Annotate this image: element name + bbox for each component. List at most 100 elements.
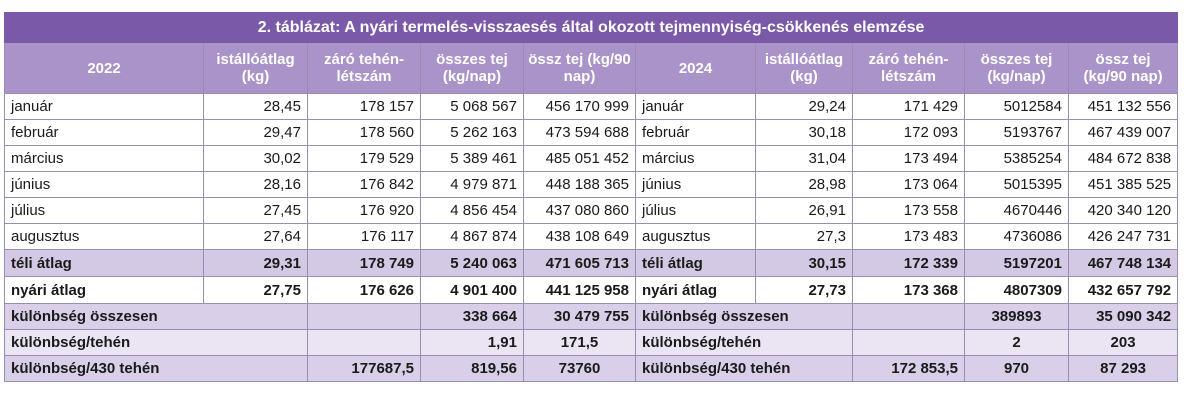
cell: 172 339 [852, 249, 965, 277]
row-label: különbség összesen [4, 303, 308, 330]
cell: 30,18 [755, 119, 853, 146]
cell: 176 117 [307, 223, 421, 250]
header-total-milk-day: összes tej (kg/nap) [964, 42, 1069, 94]
cell: 4 867 874 [420, 223, 524, 250]
cell: 203 [1067, 329, 1179, 356]
difference-per-cow-row: különbség/tehén 1,91 171,5 különbség/teh… [4, 329, 1179, 356]
cell: 4736086 [964, 223, 1069, 250]
table-row: március 30,02 179 529 5 389 461 485 051 … [4, 145, 1179, 172]
empty-cell [852, 303, 965, 330]
cell: 31,04 [755, 145, 853, 172]
cell: 28,98 [755, 171, 853, 198]
month-cell: június [4, 171, 204, 198]
cell: 27,3 [755, 223, 853, 250]
table-row: július 27,45 176 920 4 856 454 437 080 8… [4, 197, 1179, 224]
cell: 432 657 792 [1067, 276, 1179, 304]
header-total-milk-90: össz tej (kg/90 nap) [1067, 42, 1179, 94]
month-cell: július [4, 197, 204, 224]
row-label: nyári átlag [635, 276, 756, 304]
cell: 338 664 [420, 303, 524, 330]
cell: 437 080 860 [523, 197, 636, 224]
cell: 5 262 163 [420, 119, 524, 146]
row-label: különbség/tehén [4, 329, 308, 356]
cell: 467 748 134 [1067, 249, 1179, 277]
header-total-milk-90: össz tej (kg/90 nap) [523, 42, 636, 94]
cell: 30 479 755 [523, 303, 636, 330]
row-label: téli átlag [635, 249, 756, 277]
cell: 420 340 120 [1067, 197, 1179, 224]
month-cell: július [635, 197, 756, 224]
month-cell: augusztus [635, 223, 756, 250]
cell: 179 529 [307, 145, 421, 172]
cell: 172 853,5 [852, 355, 965, 382]
cell: 5015395 [964, 171, 1069, 198]
cell: 5 240 063 [420, 249, 524, 277]
cell: 426 247 731 [1067, 223, 1179, 250]
cell: 171 429 [852, 93, 965, 120]
table-row: június 28,16 176 842 4 979 871 448 188 3… [4, 171, 1179, 198]
cell: 5385254 [964, 145, 1069, 172]
cell: 172 093 [852, 119, 965, 146]
cell: 4 856 454 [420, 197, 524, 224]
cell: 27,75 [203, 276, 308, 304]
cell: 5012584 [964, 93, 1069, 120]
row-label: különbség összesen [635, 303, 853, 330]
cell: 485 051 452 [523, 145, 636, 172]
cell: 87 293 [1067, 355, 1179, 382]
empty-cell [307, 303, 421, 330]
cell: 29,24 [755, 93, 853, 120]
cell: 171,5 [523, 329, 636, 356]
cell: 177687,5 [307, 355, 421, 382]
cell: 5197201 [964, 249, 1069, 277]
cell: 176 920 [307, 197, 421, 224]
winter-average-row: téli átlag 29,31 178 749 5 240 063 471 6… [4, 249, 1179, 277]
header-closing-cows: záró tehén-létszám [307, 42, 421, 94]
table-wrapper: 2. táblázat: A nyári termelés-visszaesés… [3, 12, 1179, 382]
cell: 178 749 [307, 249, 421, 277]
cell: 451 385 525 [1067, 171, 1179, 198]
cell: 4670446 [964, 197, 1069, 224]
header-year-2022: 2022 [4, 42, 204, 94]
cell: 173 483 [852, 223, 965, 250]
month-cell: augusztus [4, 223, 204, 250]
cell: 456 170 999 [523, 93, 636, 120]
cell: 29,31 [203, 249, 308, 277]
empty-cell [852, 329, 965, 356]
month-cell: február [635, 119, 756, 146]
table-row: február 29,47 178 560 5 262 163 473 594 … [4, 119, 1179, 146]
row-label: különbség/430 tehén [635, 355, 853, 382]
cell: 27,73 [755, 276, 853, 304]
month-cell: január [4, 93, 204, 120]
title-row: 2. táblázat: A nyári termelés-visszaesés… [3, 12, 1179, 43]
difference-total-row: különbség összesen 338 664 30 479 755 kü… [4, 303, 1179, 330]
cell: 438 108 649 [523, 223, 636, 250]
difference-per-430-cows-row: különbség/430 tehén 177687,5 819,56 7376… [4, 355, 1179, 382]
cell: 173 558 [852, 197, 965, 224]
cell: 30,02 [203, 145, 308, 172]
cell: 467 439 007 [1067, 119, 1179, 146]
data-table: 2. táblázat: A nyári termelés-visszaesés… [3, 12, 1179, 382]
month-cell: március [4, 145, 204, 172]
cell: 471 605 713 [523, 249, 636, 277]
cell: 484 672 838 [1067, 145, 1179, 172]
cell: 73760 [523, 355, 636, 382]
cell: 473 594 688 [523, 119, 636, 146]
cell: 173 368 [852, 276, 965, 304]
cell: 173 064 [852, 171, 965, 198]
cell: 178 157 [307, 93, 421, 120]
header-year-2024: 2024 [635, 42, 756, 94]
header-total-milk-day: összes tej (kg/nap) [420, 42, 524, 94]
month-cell: június [635, 171, 756, 198]
header-row: 2022 istállóátlag (kg) záró tehén-létszá… [4, 42, 1179, 94]
month-cell: március [635, 145, 756, 172]
cell: 35 090 342 [1067, 303, 1179, 330]
cell: 451 132 556 [1067, 93, 1179, 120]
cell: 5 389 461 [420, 145, 524, 172]
cell: 389893 [964, 303, 1069, 330]
header-stable-avg: istállóátlag (kg) [203, 42, 308, 94]
table-row: augusztus 27,64 176 117 4 867 874 438 10… [4, 223, 1179, 250]
cell: 819,56 [420, 355, 524, 382]
cell: 441 125 958 [523, 276, 636, 304]
summer-average-row: nyári átlag 27,75 176 626 4 901 400 441 … [4, 276, 1179, 304]
cell: 448 188 365 [523, 171, 636, 198]
